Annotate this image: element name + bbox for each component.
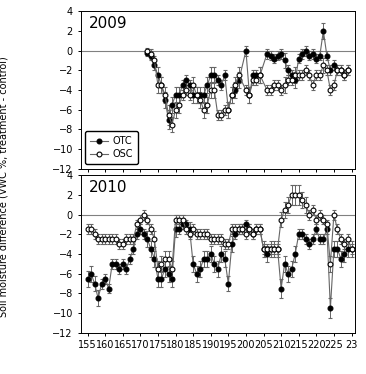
Text: Soil moisture difference (VWC %, treatment - control): Soil moisture difference (VWC %, treatme… [0, 56, 9, 318]
Text: 2010: 2010 [89, 180, 127, 195]
Legend: OTC, OSC: OTC, OSC [85, 131, 138, 164]
Text: 2009: 2009 [89, 16, 127, 31]
